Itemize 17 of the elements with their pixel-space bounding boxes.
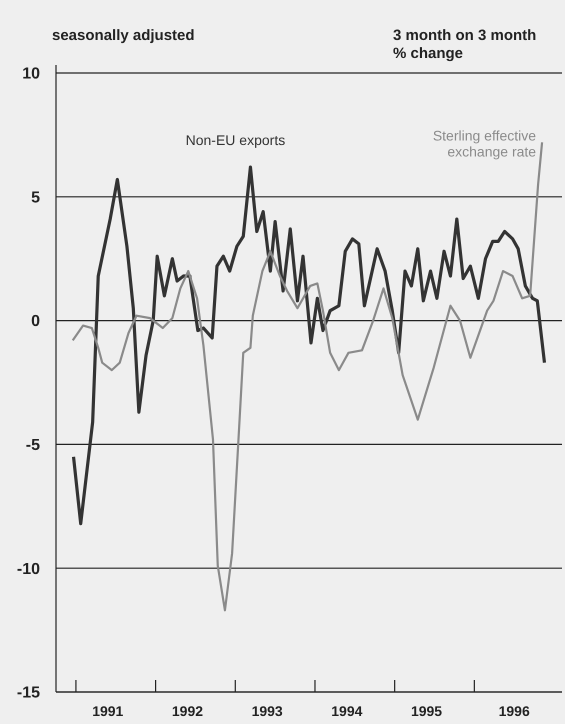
text: Non-EU exports <box>186 132 286 148</box>
line-series <box>72 165 546 526</box>
y-tick-label: 0 <box>31 313 40 330</box>
x-tick-label: 1995 <box>410 703 442 719</box>
text: 3 month on 3 month % change <box>393 27 536 62</box>
x-tick-label: 1994 <box>331 703 363 719</box>
y-tick-label: -5 <box>26 437 40 454</box>
x-tick-label: 1996 <box>498 703 530 719</box>
y-tick-label: 10 <box>22 66 40 83</box>
y-tick-label: -10 <box>16 560 40 578</box>
series-label: Sterling effective exchange rate <box>432 127 536 160</box>
x-tick-label: 1993 <box>252 703 283 719</box>
text: seasonally adjusted <box>52 27 195 44</box>
x-tick-label: 1992 <box>172 703 204 719</box>
x-tick-label: 1991 <box>92 703 124 719</box>
y-tick-label: -15 <box>16 684 40 702</box>
y-tick-label: 5 <box>31 189 40 206</box>
